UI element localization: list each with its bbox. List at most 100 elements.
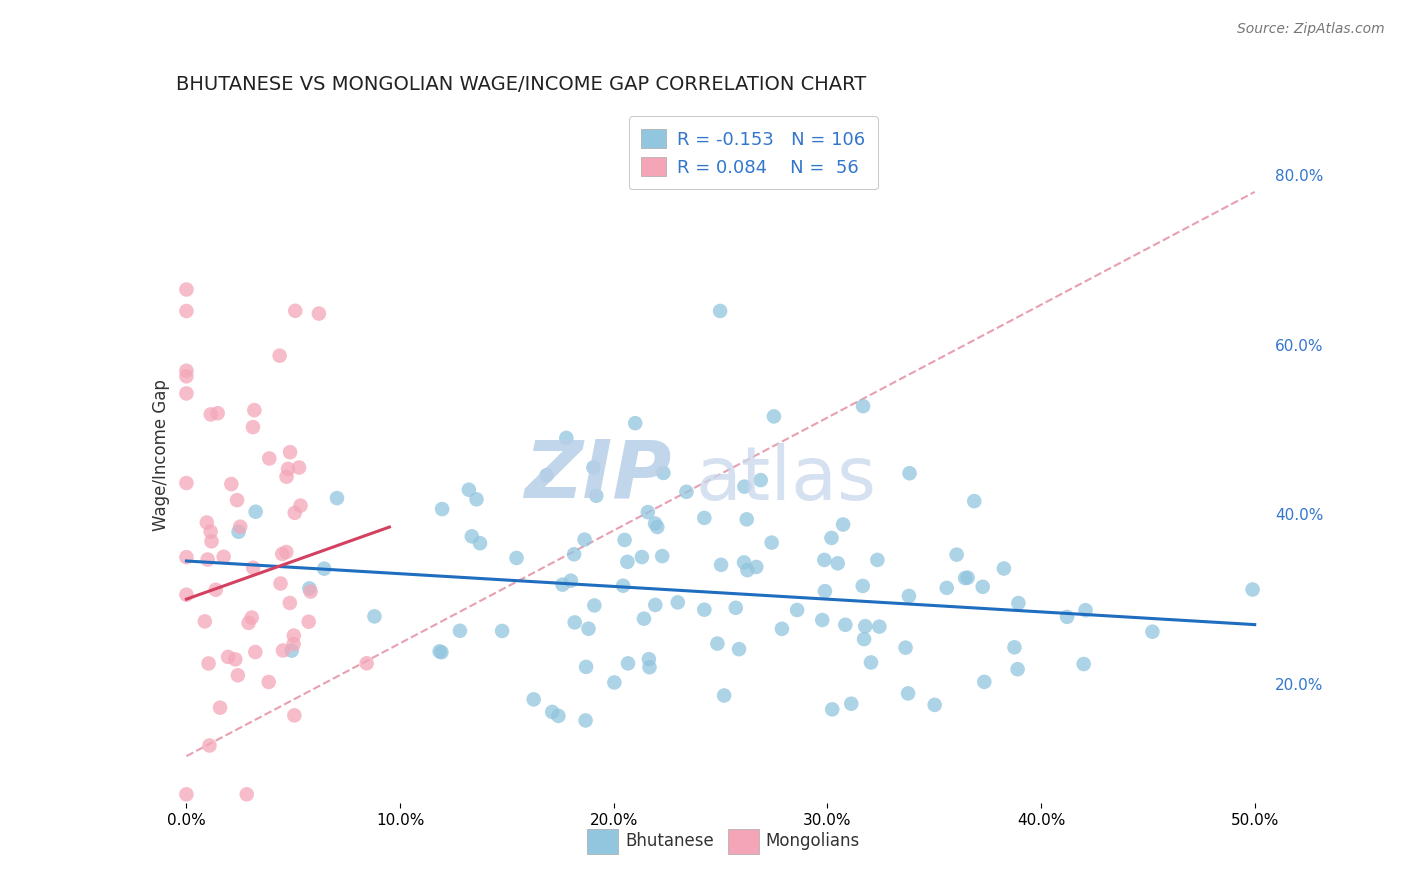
Point (945, 548, 967, 562)
Point (786, 603, 808, 617)
Point (195, 516, 218, 530)
Point (693, 511, 716, 525)
Point (176, 283, 198, 297)
Point (283, 637, 305, 651)
Point (651, 549, 673, 563)
Point (176, 550, 198, 565)
Point (713, 689, 735, 703)
Point (468, 536, 491, 550)
Point (283, 629, 305, 643)
Point (242, 560, 264, 574)
Point (821, 702, 844, 716)
Point (547, 709, 569, 723)
Point (555, 431, 578, 445)
Point (176, 386, 198, 401)
Point (956, 571, 979, 585)
Point (326, 491, 349, 505)
Legend: R = -0.153   N = 106, R = 0.084    N =  56: R = -0.153 N = 106, R = 0.084 N = 56 (628, 116, 877, 189)
Point (963, 494, 986, 508)
Point (832, 517, 855, 532)
Point (430, 502, 453, 516)
Point (644, 516, 666, 531)
Point (724, 600, 747, 615)
Point (638, 660, 661, 674)
Point (536, 468, 558, 483)
Point (236, 787, 259, 801)
Point (257, 675, 280, 690)
Point (1004, 640, 1026, 655)
Point (276, 545, 298, 559)
Point (217, 649, 239, 664)
Point (814, 584, 837, 599)
Point (898, 467, 921, 481)
Point (200, 524, 222, 539)
Point (1007, 596, 1029, 610)
Point (624, 416, 647, 430)
Point (868, 619, 890, 633)
Point (269, 349, 291, 363)
Point (834, 617, 856, 632)
Point (197, 552, 219, 566)
Point (229, 519, 252, 533)
Point (465, 492, 488, 507)
Point (298, 582, 321, 596)
Point (733, 556, 755, 570)
Point (280, 643, 302, 657)
Point (853, 619, 876, 633)
Point (176, 588, 198, 602)
Point (897, 686, 920, 700)
Point (813, 553, 835, 567)
Point (582, 460, 605, 475)
Point (290, 499, 312, 513)
Point (245, 505, 267, 519)
Point (745, 560, 768, 574)
Point (505, 551, 527, 566)
Point (176, 369, 198, 384)
Point (314, 562, 336, 576)
Point (1074, 603, 1097, 617)
Point (209, 700, 232, 714)
Point (693, 602, 716, 616)
Point (298, 615, 321, 629)
Point (866, 553, 889, 567)
Point (551, 577, 574, 591)
Point (176, 787, 198, 801)
Point (277, 462, 299, 476)
Point (308, 307, 330, 321)
Point (616, 555, 638, 569)
Point (560, 574, 582, 588)
Point (575, 660, 598, 674)
Point (176, 304, 198, 318)
Point (200, 534, 222, 549)
Point (271, 547, 294, 561)
Point (762, 409, 785, 424)
Point (645, 520, 668, 534)
Point (574, 533, 596, 547)
Text: Bhutanese: Bhutanese (624, 832, 714, 850)
Point (276, 469, 298, 483)
Point (770, 622, 793, 636)
Point (243, 403, 266, 417)
Point (356, 657, 378, 671)
Point (429, 644, 451, 658)
Point (271, 643, 294, 657)
Point (1007, 662, 1029, 676)
Point (207, 406, 229, 420)
Point (541, 705, 564, 719)
Point (240, 610, 263, 624)
Point (811, 613, 834, 627)
Text: Mongolians: Mongolians (765, 832, 860, 850)
Point (204, 582, 226, 597)
Point (735, 512, 758, 526)
Point (652, 466, 675, 480)
Point (894, 640, 917, 655)
Point (299, 584, 322, 599)
Point (852, 579, 875, 593)
Point (278, 596, 301, 610)
Point (176, 364, 198, 378)
Point (575, 714, 598, 728)
Point (245, 645, 267, 659)
Point (737, 563, 759, 577)
Point (449, 624, 471, 638)
Point (820, 531, 842, 545)
